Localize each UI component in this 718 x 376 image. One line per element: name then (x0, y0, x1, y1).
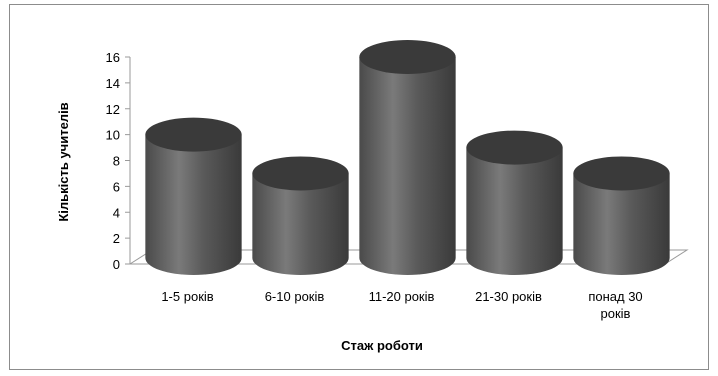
x-tick-label: 1-5 років (161, 289, 213, 304)
y-tick-label: 14 (106, 76, 120, 91)
y-tick-label: 4 (113, 205, 120, 220)
x-tick-label: 6-10 років (265, 289, 325, 304)
cylinder-bar (573, 156, 670, 275)
labels-layer: 0 2 4 6 8 10 12 14 16 1-5 років 6-10 років 11-20 ро… (106, 50, 643, 321)
cylinder-body (573, 173, 670, 275)
bars-layer (145, 40, 670, 276)
cylinder-bar (359, 40, 456, 275)
cylinder-top (359, 40, 456, 74)
y-tick-label: 0 (113, 257, 120, 272)
y-axis-title: Кількість учителів (56, 102, 71, 221)
cylinder-body (466, 147, 563, 275)
x-tick-label: 11-20 років (369, 289, 435, 304)
y-tick-label: 6 (113, 179, 120, 194)
y-tick-label: 16 (106, 50, 120, 65)
y-tick-label: 8 (113, 154, 120, 169)
x-tick-label: 21-30 років (475, 289, 542, 304)
x-axis-title: Стаж роботи (341, 338, 423, 353)
cylinder-bar (252, 156, 349, 276)
x-tick-label: понад 30 років (588, 289, 642, 321)
cylinder-bar (466, 130, 563, 275)
y-tick-label: 2 (113, 231, 120, 246)
cylinder-top (145, 117, 242, 152)
cylinder-top (252, 156, 349, 191)
cylinder-body (145, 134, 242, 275)
cylinder-body (252, 173, 349, 276)
y-tick-label: 12 (106, 102, 120, 117)
cylinder-bar (145, 117, 242, 275)
cylinder-top (573, 156, 670, 191)
cylinder-body (359, 57, 456, 275)
cylinder-top (466, 130, 563, 165)
y-tick-label: 10 (106, 128, 120, 143)
